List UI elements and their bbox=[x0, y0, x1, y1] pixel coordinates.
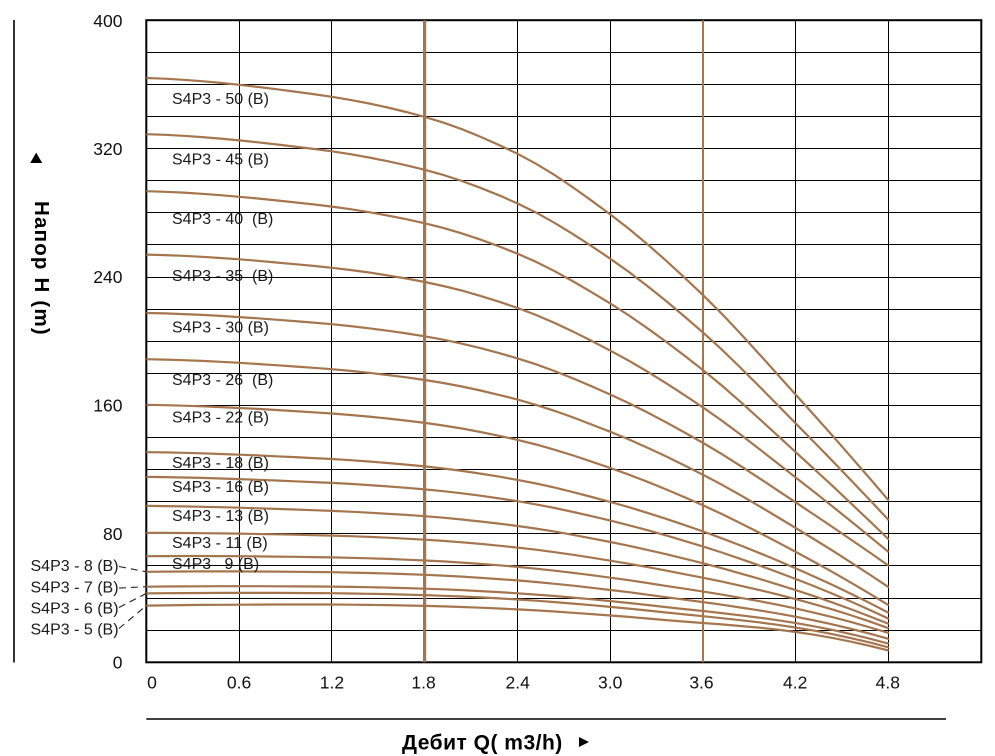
svg-text:240: 240 bbox=[93, 267, 122, 287]
svg-text:3.0: 3.0 bbox=[598, 673, 623, 693]
svg-text:S4P3 - 26 (B): S4P3 - 26 (B) bbox=[172, 372, 273, 389]
svg-text:S4P3 - 35 (B): S4P3 - 35 (B) bbox=[172, 268, 273, 285]
svg-text:400: 400 bbox=[93, 11, 122, 31]
svg-text:S4P3 - 11 (B): S4P3 - 11 (B) bbox=[172, 535, 268, 552]
svg-text:4.2: 4.2 bbox=[783, 673, 807, 693]
svg-text:Дебит Q( m3/h): Дебит Q( m3/h) bbox=[402, 732, 563, 755]
svg-text:S4P3 - 5 (B): S4P3 - 5 (B) bbox=[31, 622, 119, 639]
svg-text:S4P3 9 (B): S4P3 9 (B) bbox=[172, 556, 259, 573]
svg-text:S4P3 - 6 (B): S4P3 - 6 (B) bbox=[31, 601, 119, 618]
svg-text:S4P3 - 40 (B): S4P3 - 40 (B) bbox=[172, 211, 273, 228]
svg-text:80: 80 bbox=[103, 524, 123, 544]
svg-text:S4P3 - 18 (B): S4P3 - 18 (B) bbox=[172, 455, 269, 472]
svg-text:Напор H (m): Напор H (m) bbox=[30, 201, 53, 336]
svg-text:S4P3 - 16 (B): S4P3 - 16 (B) bbox=[172, 479, 269, 496]
svg-text:1.2: 1.2 bbox=[320, 673, 344, 693]
svg-text:S4P3 - 13 (B): S4P3 - 13 (B) bbox=[172, 508, 269, 525]
svg-text:S4P3 - 22 (B): S4P3 - 22 (B) bbox=[172, 409, 269, 426]
svg-text:4.8: 4.8 bbox=[876, 673, 900, 693]
svg-text:S4P3 - 8 (B): S4P3 - 8 (B) bbox=[31, 558, 119, 575]
svg-text:1.8: 1.8 bbox=[411, 673, 435, 693]
svg-text:0.6: 0.6 bbox=[227, 673, 251, 693]
svg-text:S4P3 - 30 (B): S4P3 - 30 (B) bbox=[172, 319, 269, 336]
svg-text:S4P3 - 45 (B): S4P3 - 45 (B) bbox=[172, 152, 269, 169]
svg-text:0: 0 bbox=[147, 673, 157, 693]
svg-text:160: 160 bbox=[93, 396, 122, 416]
svg-text:0: 0 bbox=[113, 653, 123, 673]
svg-text:S4P3 - 50 (B): S4P3 - 50 (B) bbox=[172, 91, 269, 108]
svg-text:2.4: 2.4 bbox=[506, 673, 531, 693]
svg-text:3.6: 3.6 bbox=[689, 673, 713, 693]
svg-text:320: 320 bbox=[93, 139, 122, 159]
svg-text:S4P3 - 7 (B): S4P3 - 7 (B) bbox=[31, 580, 119, 597]
